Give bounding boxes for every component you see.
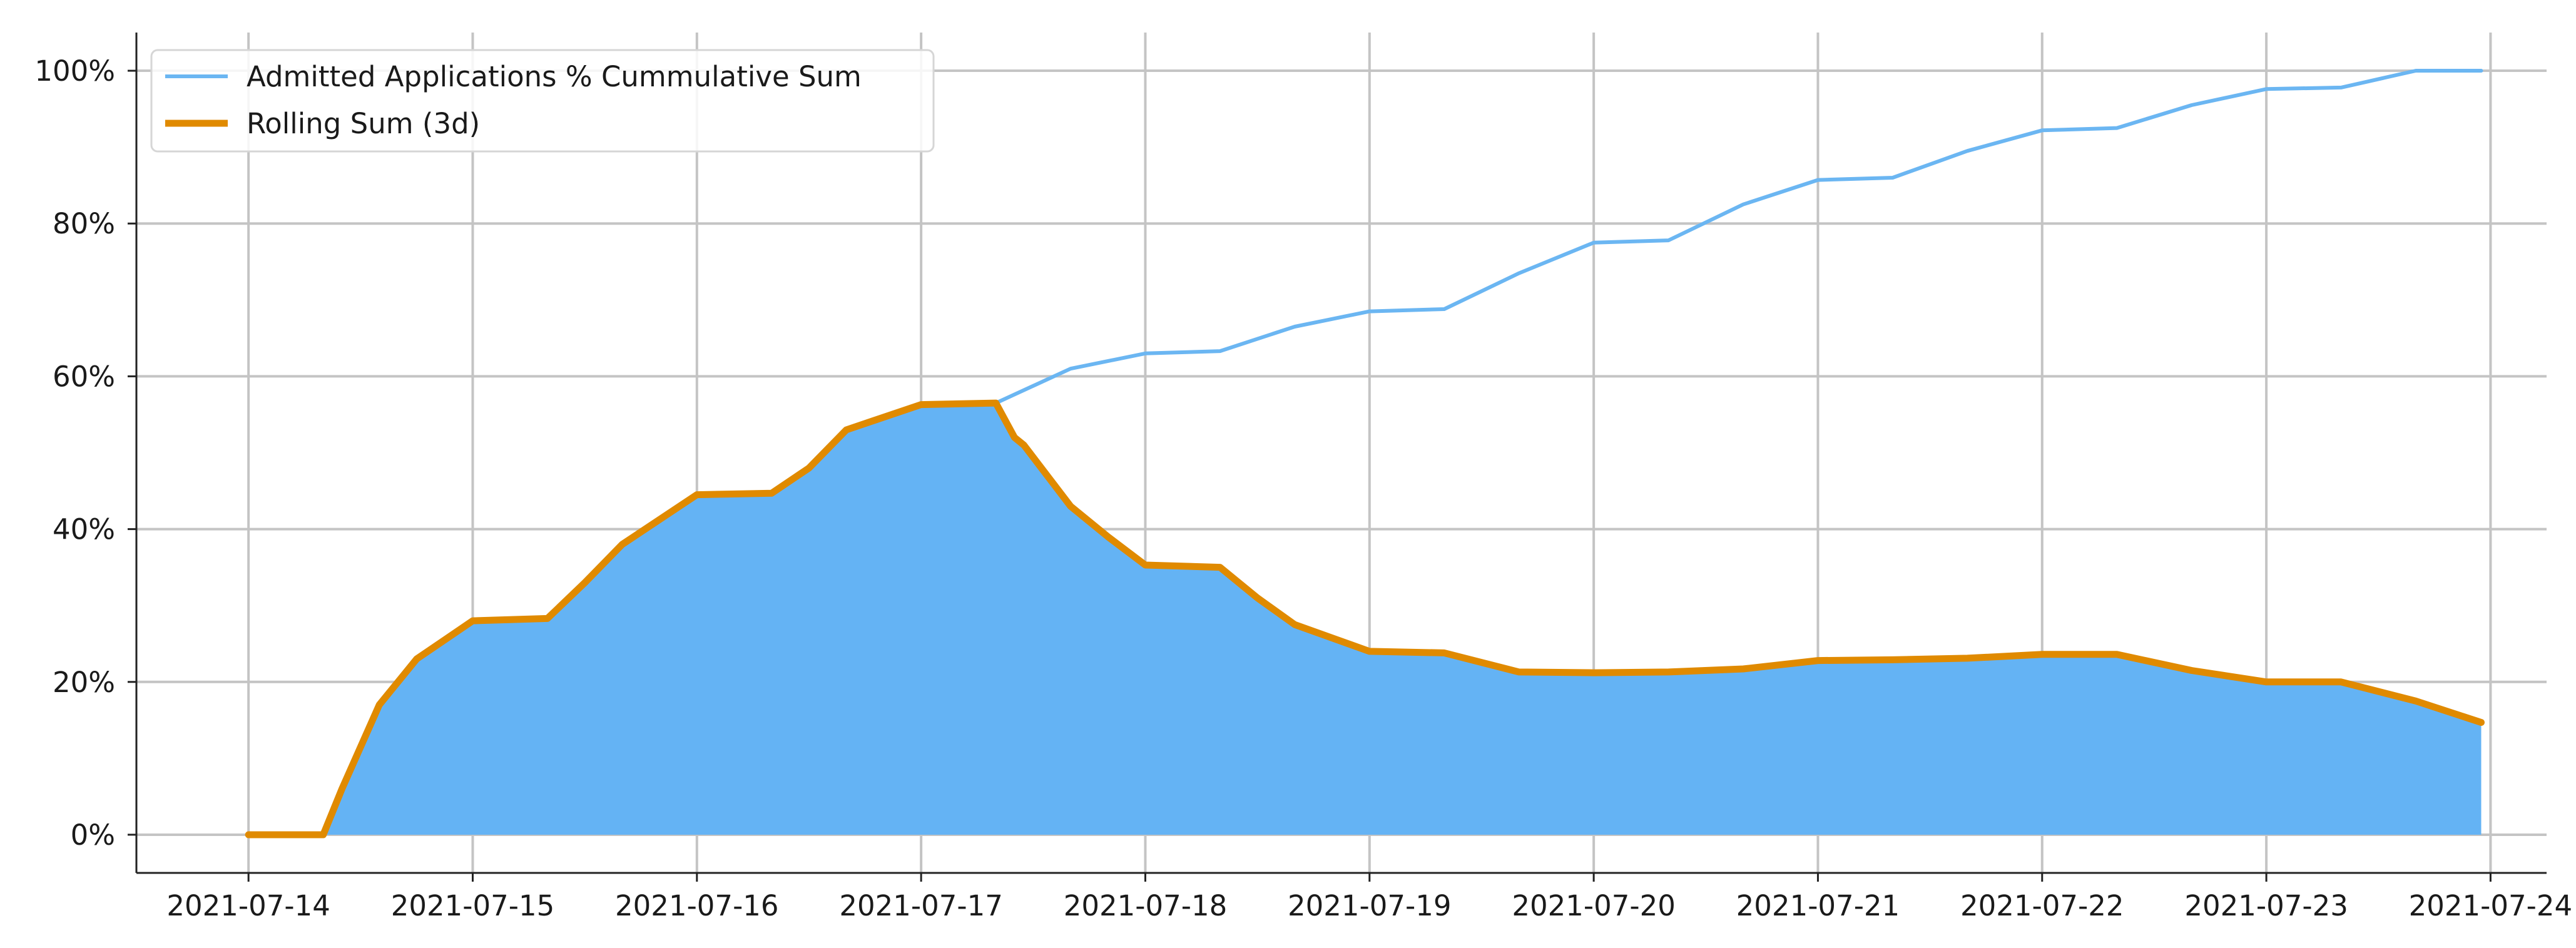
rolling-sum-area <box>248 403 2482 835</box>
y-tick-label: 100% <box>34 54 115 88</box>
x-tick-label: 2021-07-23 <box>2184 889 2348 922</box>
x-tick-labels: 2021-07-14 2021-07-15 2021-07-16 2021-07-17… <box>166 889 2572 922</box>
x-tick-label: 2021-07-18 <box>1064 889 1228 922</box>
x-tick-label: 2021-07-24 <box>2409 889 2573 922</box>
x-tick-label: 2021-07-17 <box>839 889 1003 922</box>
x-tick-label: 2021-07-22 <box>1960 889 2124 922</box>
line-layer <box>245 69 2485 838</box>
y-tick-label: 60% <box>53 360 115 393</box>
y-tick-label: 20% <box>53 666 115 699</box>
legend-box <box>150 49 935 153</box>
legend-label: Rolling Sum (3d) <box>247 107 480 140</box>
area-layer <box>248 403 2482 835</box>
y-tick-label: 40% <box>53 513 115 546</box>
y-tick-label: 80% <box>53 207 115 240</box>
axes-layer <box>128 33 2547 882</box>
x-tick-label: 2021-07-14 <box>166 889 330 922</box>
x-tick-label: 2021-07-21 <box>1736 889 1900 922</box>
x-tick-label: 2021-07-15 <box>391 889 555 922</box>
x-tick-label: 2021-07-16 <box>615 889 779 922</box>
y-tick-label: 0% <box>71 818 115 852</box>
legend: Admitted Applications % Cummulative Sum R… <box>150 49 935 153</box>
legend-label: Admitted Applications % Cummulative Sum <box>247 60 862 93</box>
rolling-sum-line <box>245 399 2485 838</box>
x-tick-label: 2021-07-19 <box>1288 889 1452 922</box>
y-tick-labels: 0% 20% 40% 60% 80% 100% <box>34 54 115 852</box>
x-tick-label: 2021-07-20 <box>1512 889 1676 922</box>
